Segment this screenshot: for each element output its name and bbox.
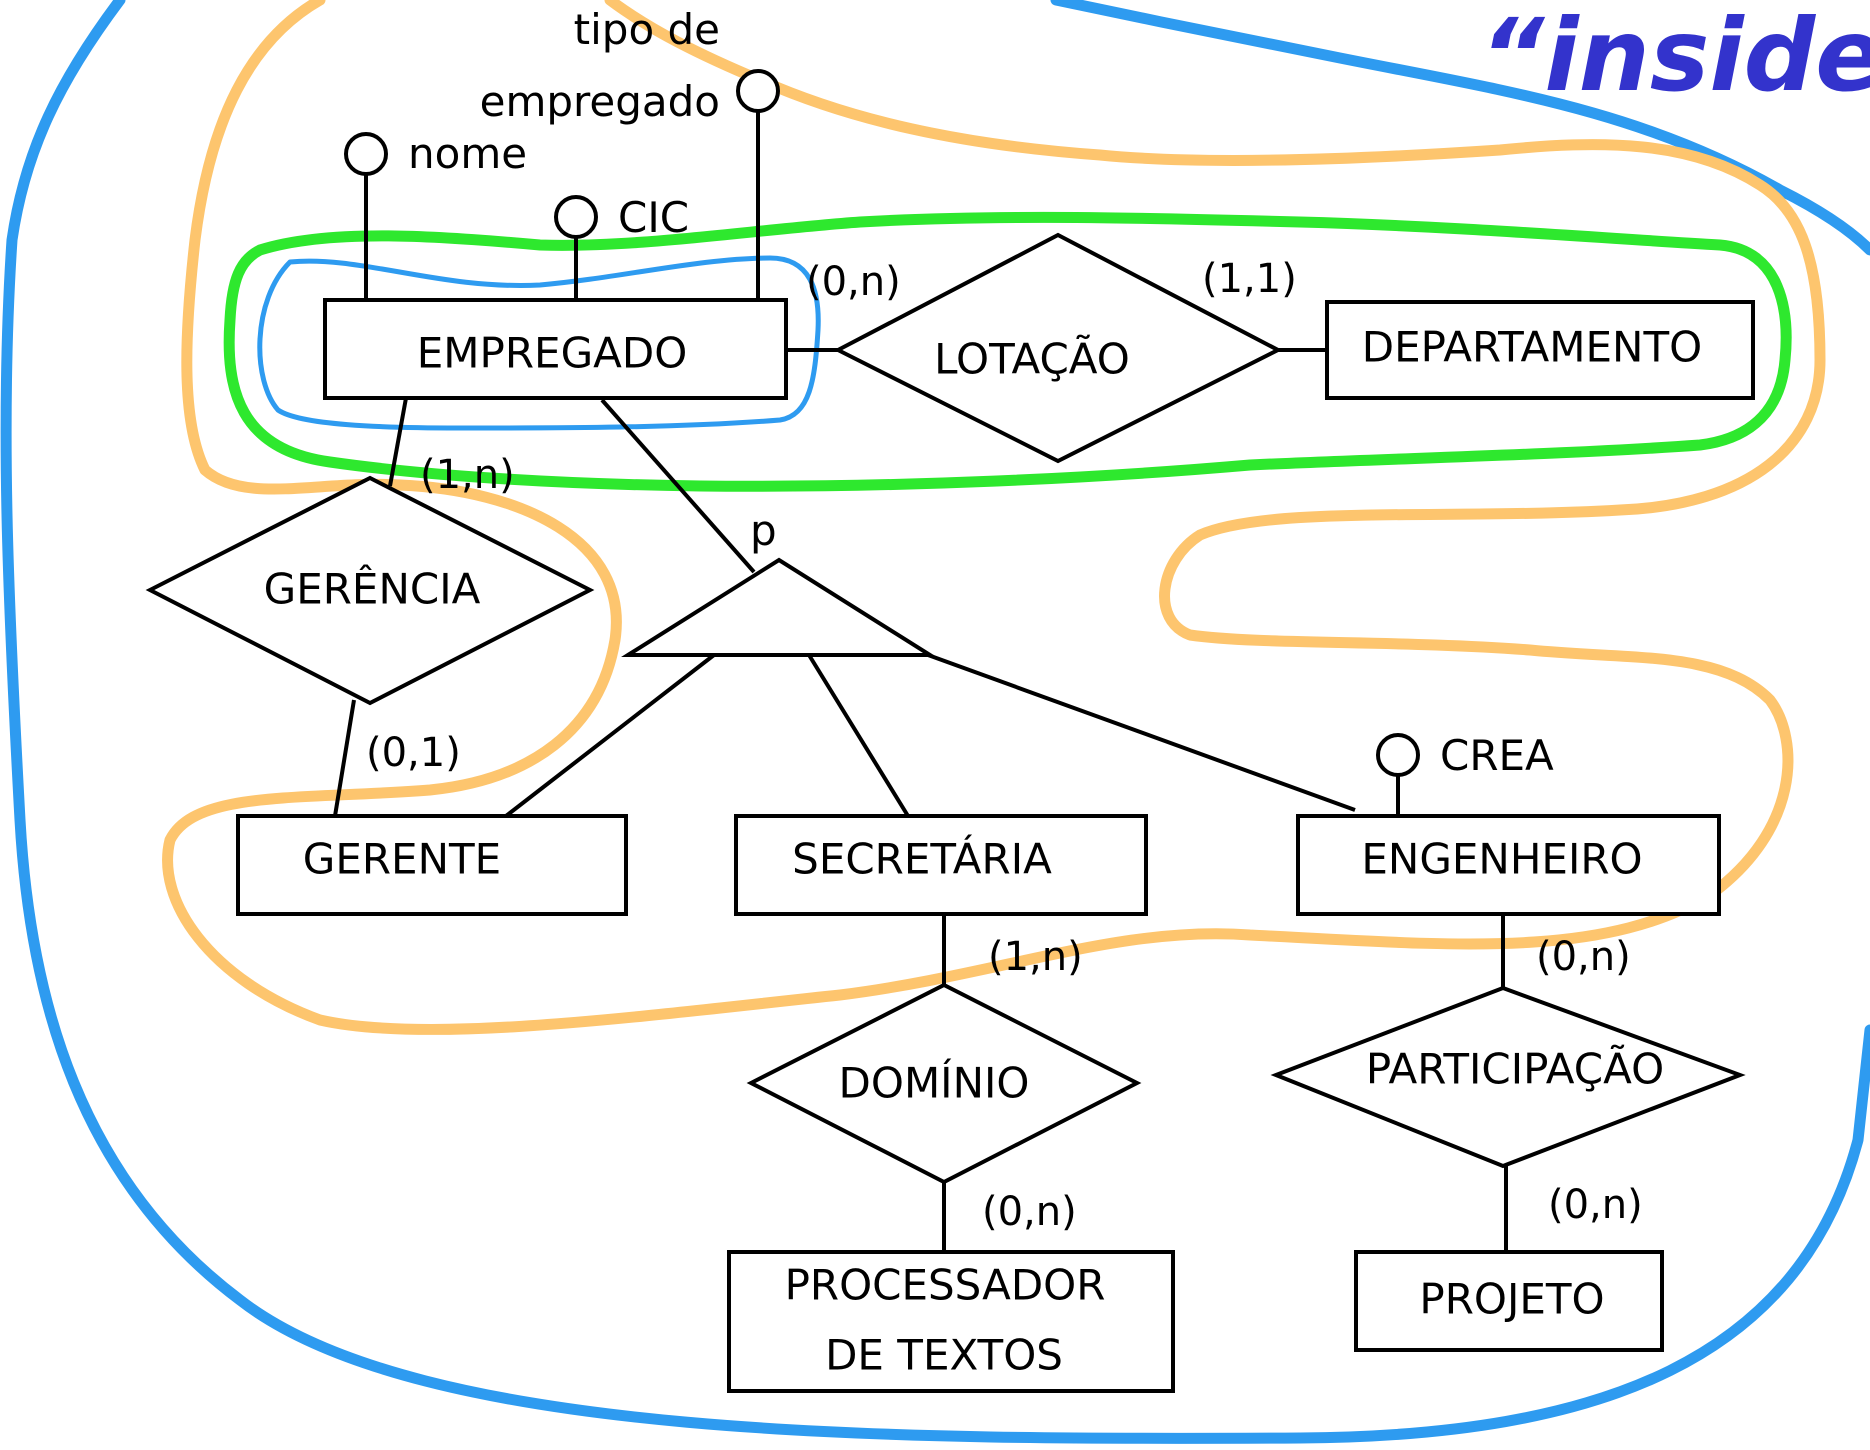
entity-empregado [323,298,788,400]
entity-gerente [236,814,628,916]
edge-empregado-specialization [600,398,756,574]
cardinality-secretaria-dominio: (1,n) [988,934,1083,980]
orange-loop [162,0,1826,1035]
entity-processador-de-textos [727,1250,1175,1393]
inner-blue-loop [257,255,821,431]
relationship-dominio-label: DOMÍNIO [839,1058,1030,1108]
attr-nome-label: nome [408,129,527,178]
cardinality-empregado-gerencia: (1,n) [420,452,515,498]
entity-secretaria-label: SECRETÁRIA [792,834,1052,884]
entity-projeto-label: PROJETO [1419,1275,1604,1324]
attr-tipo-circle [736,69,780,113]
entity-departamento [1325,300,1755,400]
attr-tipo-label-line1: tipo de [574,5,720,54]
attr-cic-circle [554,195,598,239]
edge-specialization-secretaria [807,653,910,818]
cardinality-empregado-lotacao: (0,n) [806,259,901,305]
entity-projeto [1354,1250,1664,1352]
edge-specialization-engenheiro [927,653,1356,812]
edge-gerencia-gerente [333,699,356,817]
entity-gerente-label: GERENTE [303,835,501,884]
attr-crea-label: CREA [1440,731,1554,780]
specialization-label: p [750,506,777,555]
specialization-triangle [621,557,937,657]
entity-departamento-label: DEPARTAMENTO [1362,323,1702,372]
entity-engenheiro-label: ENGENHEIRO [1361,835,1642,884]
cardinality-dominio-processador: (0,n) [982,1189,1077,1235]
relationship-lotacao [833,232,1283,464]
cardinality-gerencia-gerente: (0,1) [366,730,461,776]
relationship-dominio [746,982,1142,1185]
entity-processador-label-line2: DE TEXTOS [825,1331,1063,1380]
relationship-gerencia [145,475,595,706]
entity-processador-label-line1: PROCESSADOR [785,1261,1106,1310]
relationship-lotacao-label: LOTAÇÃO [934,334,1130,384]
attr-crea-circle [1376,733,1420,777]
cardinality-lotacao-departamento: (1,1) [1202,256,1297,302]
edge-specialization-gerente [504,653,716,818]
edge-empregado-gerencia [388,397,408,487]
cardinality-engenheiro-participacao: (0,n) [1536,934,1631,980]
page-title: “inside- [1480,0,1870,114]
attr-cic-label: CIC [618,193,689,242]
attr-nome-circle [344,132,388,176]
relationship-participacao [1270,985,1746,1169]
entity-engenheiro [1296,814,1721,916]
entity-secretaria [734,814,1148,916]
attr-tipo-label-line2: empregado [480,77,720,126]
cardinality-participacao-projeto: (0,n) [1548,1182,1643,1228]
entity-empregado-label: EMPREGADO [417,329,688,378]
relationship-gerencia-label: GERÊNCIA [264,564,481,614]
green-loop [223,211,1792,492]
relationship-participacao-label: PARTICIPAÇÃO [1366,1044,1664,1094]
